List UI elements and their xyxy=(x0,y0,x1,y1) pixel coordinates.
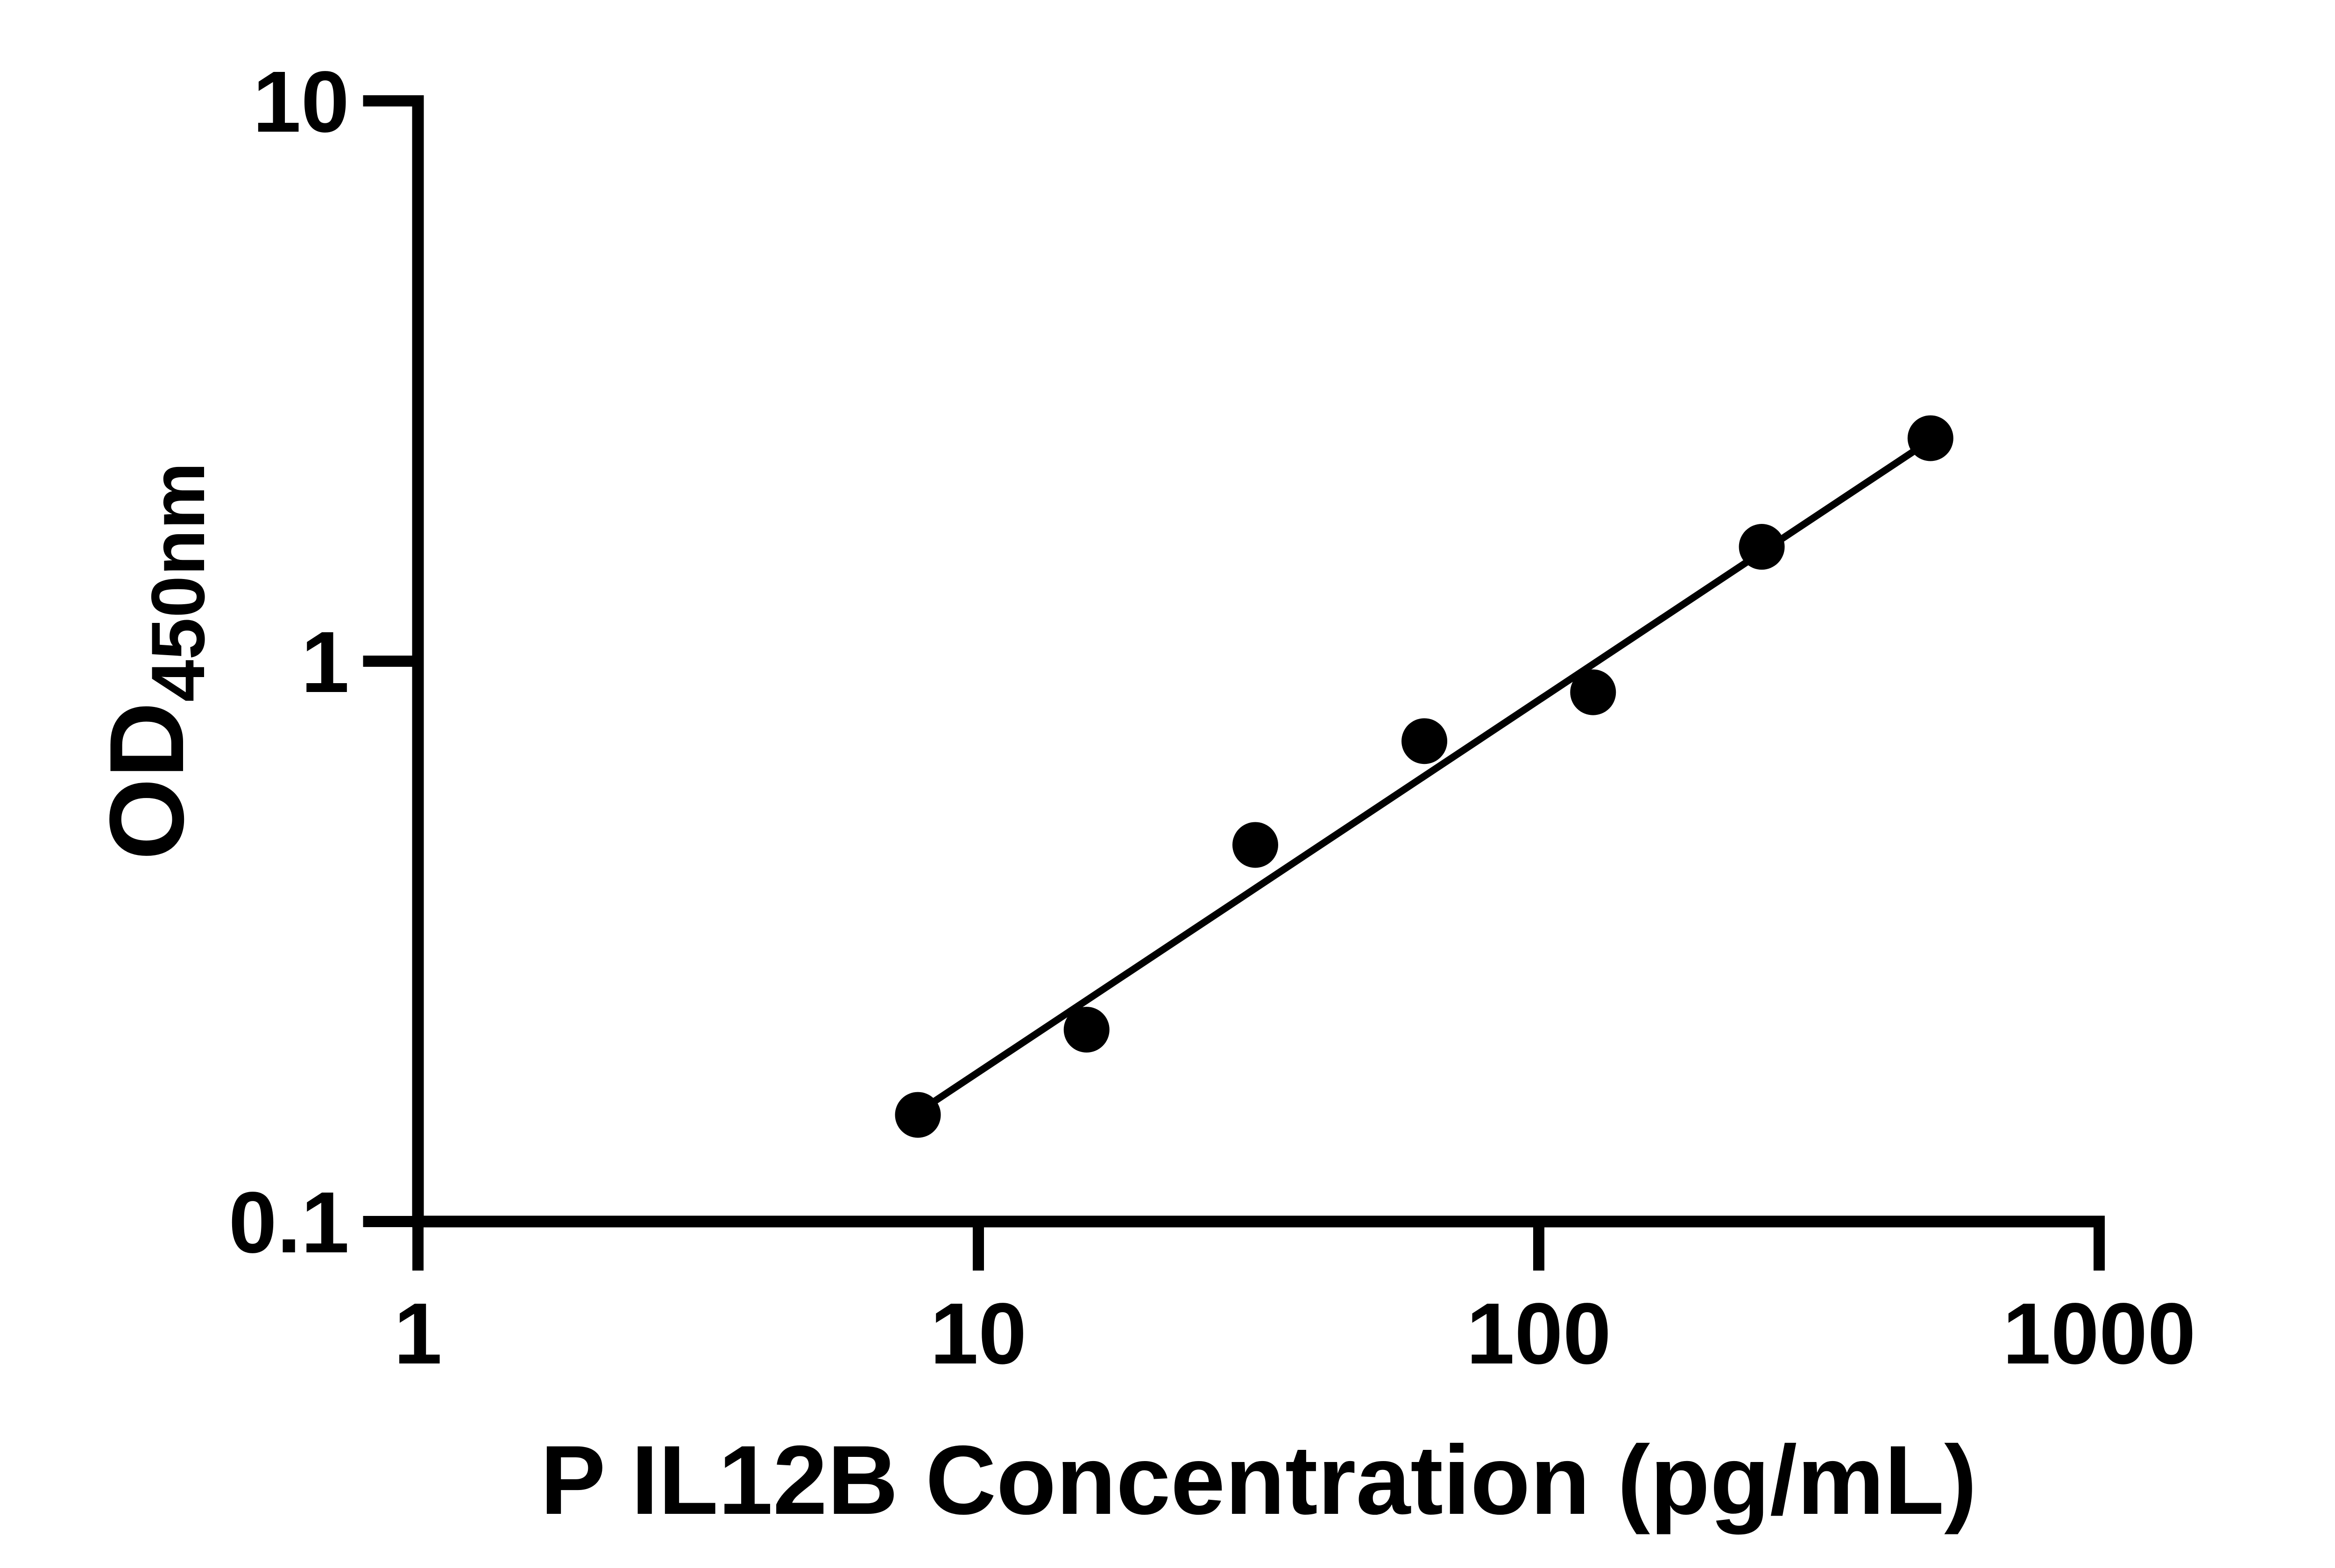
data-point xyxy=(1401,718,1448,764)
data-point xyxy=(895,1092,941,1138)
y-tick-label: 0.1 xyxy=(228,1174,349,1271)
x-tick-label: 100 xyxy=(1466,1285,1611,1382)
y-tick xyxy=(363,95,418,106)
y-tick-label: 10 xyxy=(253,54,349,150)
x-tick-label: 1 xyxy=(394,1285,442,1382)
y-tick xyxy=(363,1216,418,1227)
data-point xyxy=(1232,822,1278,868)
x-tick xyxy=(1533,1215,1544,1271)
x-axis-title: P IL12B Concentration (pg/mL) xyxy=(540,1425,1977,1535)
data-point xyxy=(1907,415,1953,461)
x-axis-line xyxy=(412,1215,2105,1228)
data-point xyxy=(1063,1007,1110,1053)
x-tick xyxy=(973,1215,984,1271)
y-tick-label: 1 xyxy=(301,614,349,711)
data-point xyxy=(1739,524,1785,570)
data-point xyxy=(1570,669,1616,715)
x-tick xyxy=(2094,1215,2105,1271)
y-tick xyxy=(363,656,418,667)
x-tick-label: 1000 xyxy=(2002,1285,2196,1382)
x-tick-label: 10 xyxy=(930,1285,1027,1382)
y-axis-title: OD450nm xyxy=(87,462,220,860)
